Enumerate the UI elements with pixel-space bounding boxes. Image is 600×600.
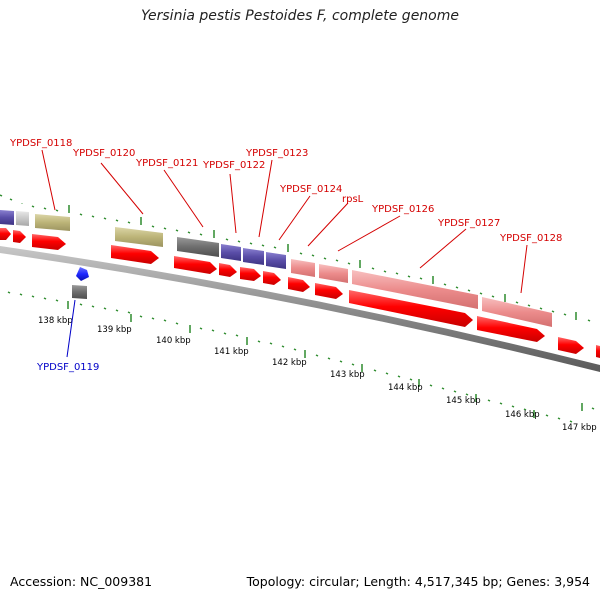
cog-block-purple[interactable] [221, 244, 241, 261]
gene-labels: YPDSF_0118 YPDSF_0120 YPDSF_0121 YPDSF_0… [9, 138, 562, 373]
genome-backbone [0, 246, 600, 372]
inner-feature-track [72, 267, 89, 299]
scale-label-144: 144 kbp [388, 383, 423, 393]
scale-label-147: 147 kbp [562, 423, 597, 433]
gene-label-ypdsf-0120[interactable]: YPDSF_0120 [72, 148, 135, 159]
scale-label-146: 146 kbp [505, 410, 540, 420]
cog-block-purple[interactable] [0, 210, 14, 225]
cog-block-blue[interactable] [76, 267, 89, 281]
scale-label-141: 141 kbp [214, 347, 249, 357]
outer-tick-row [0, 194, 591, 322]
scale-label-142: 142 kbp [272, 358, 307, 368]
genome-summary-text: Topology: circular; Length: 4,517,345 bp… [246, 574, 590, 589]
cog-block-light-gray[interactable] [16, 211, 29, 226]
cds-arrow[interactable] [349, 290, 473, 327]
rna-block-pink[interactable] [319, 264, 348, 283]
cog-block-gray[interactable] [177, 237, 219, 257]
scale-label-143: 143 kbp [330, 370, 365, 380]
cds-arrow[interactable] [263, 271, 281, 285]
cds-arrow[interactable] [111, 245, 159, 264]
cds-arrow[interactable] [477, 316, 545, 342]
gene-label-rpsl[interactable]: rpsL [342, 194, 364, 205]
cds-arrow[interactable] [288, 277, 310, 292]
cds-arrow[interactable] [13, 230, 26, 243]
scale-label-139: 139 kbp [97, 325, 132, 335]
cog-block-purple[interactable] [243, 248, 264, 265]
gene-label-ypdsf-0122[interactable]: YPDSF_0122 [202, 160, 265, 171]
gene-label-ypdsf-0121[interactable]: YPDSF_0121 [135, 158, 198, 169]
label-leader-lines [41, 149, 528, 294]
label-leader-line-blue [66, 299, 76, 358]
gene-label-ypdsf-0123[interactable]: YPDSF_0123 [245, 148, 308, 159]
gene-label-ypdsf-0128[interactable]: YPDSF_0128 [499, 233, 562, 244]
scale-label-145: 145 kbp [446, 396, 481, 406]
gene-label-ypdsf-0126[interactable]: YPDSF_0126 [371, 204, 434, 215]
cds-arrow[interactable] [219, 263, 237, 277]
gene-label-ypdsf-0118[interactable]: YPDSF_0118 [9, 138, 72, 149]
cds-track [0, 228, 600, 358]
cds-arrow[interactable] [174, 256, 217, 274]
gene-label-ypdsf-0119[interactable]: YPDSF_0119 [36, 362, 99, 373]
gene-label-ypdsf-0124[interactable]: YPDSF_0124 [279, 184, 342, 195]
cog-track-upper [0, 210, 552, 327]
cog-block-gray[interactable] [72, 285, 87, 299]
scale-label-140: 140 kbp [156, 336, 191, 346]
cds-arrow[interactable] [315, 283, 343, 299]
cds-arrow[interactable] [0, 228, 11, 240]
cog-block-purple[interactable] [266, 252, 286, 269]
cog-block-olive[interactable] [115, 227, 163, 247]
rna-block-pink[interactable] [352, 270, 478, 309]
inner-tick-row [7, 291, 595, 423]
rna-block-pink[interactable] [482, 297, 552, 327]
rna-block-pink[interactable] [291, 259, 315, 277]
map-title: Yersinia pestis Pestoides F, complete ge… [141, 8, 459, 24]
scale-label-138: 138 kbp [38, 316, 73, 326]
cds-arrow[interactable] [32, 234, 66, 250]
cds-arrow[interactable] [596, 345, 600, 358]
gene-label-ypdsf-0127[interactable]: YPDSF_0127 [437, 218, 500, 229]
cog-block-olive[interactable] [35, 214, 70, 231]
cds-arrow[interactable] [558, 337, 584, 354]
scale-labels: 138 kbp 139 kbp 140 kbp 141 kbp 142 kbp … [38, 316, 597, 433]
cds-arrow[interactable] [240, 267, 261, 281]
accession-text: Accession: NC_009381 [10, 574, 153, 589]
